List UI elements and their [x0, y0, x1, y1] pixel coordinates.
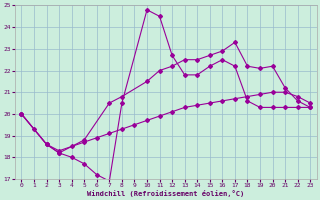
X-axis label: Windchill (Refroidissement éolien,°C): Windchill (Refroidissement éolien,°C) — [87, 190, 244, 197]
